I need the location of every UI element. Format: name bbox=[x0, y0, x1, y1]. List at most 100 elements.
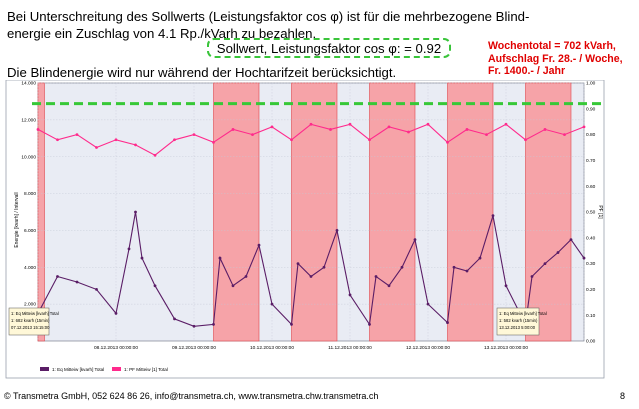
pf-point bbox=[543, 128, 547, 131]
y-tick-label: 8.000 bbox=[24, 191, 36, 197]
y2-tick-label: 0.50 bbox=[586, 210, 596, 216]
energy-point bbox=[413, 238, 417, 242]
energy-point bbox=[446, 321, 449, 324]
pf-point bbox=[407, 130, 410, 134]
energy-point bbox=[114, 311, 118, 315]
pf-point bbox=[173, 138, 176, 142]
y-axis-ticks: 2.000 4.000 6.000 8.000 10.000 12.000 14.000 bbox=[21, 81, 36, 308]
y2-tick-label: 0.90 bbox=[586, 106, 596, 112]
pf-point bbox=[231, 128, 235, 131]
weekly-surcharge-line: Aufschlag Fr. 28.- / Woche, bbox=[488, 52, 623, 65]
energy-point bbox=[374, 275, 378, 278]
energy-point bbox=[478, 256, 482, 260]
x-tick-label: 10.12.2013 00:00:00 bbox=[250, 345, 294, 351]
pf-point bbox=[212, 140, 215, 144]
tooltip-right: 1: Eq Mitteiw [kvarh] Total 1: 582 kvarh… bbox=[496, 307, 547, 336]
hightariff-band bbox=[447, 82, 494, 342]
energy-point bbox=[530, 275, 534, 278]
tooltip-left-line-3: 07.12.2013 15:15:00 bbox=[11, 325, 50, 330]
y-tick-label: 4.000 bbox=[24, 265, 36, 271]
y2-tick-label: 0.30 bbox=[586, 261, 596, 267]
pf-point bbox=[563, 133, 566, 136]
energy-point bbox=[582, 256, 586, 260]
energy-point bbox=[465, 269, 469, 273]
energy-point bbox=[56, 275, 59, 278]
energy-point bbox=[75, 280, 79, 284]
tooltip-right-line-1: 1: Eq Mitteiw [kvarh] Total bbox=[499, 311, 547, 316]
energy-point bbox=[134, 210, 137, 214]
y2-tick-label: 1.00 bbox=[586, 81, 596, 87]
energy-point bbox=[491, 214, 495, 218]
y-tick-label: 2.000 bbox=[24, 302, 36, 308]
pf-point bbox=[75, 133, 79, 136]
pf-point bbox=[134, 143, 137, 147]
series-layer bbox=[36, 122, 586, 328]
pf-point bbox=[290, 138, 293, 142]
tooltip-left: 1: Eq Mitteiw [kvarh] Total 1: 682 kvarh… bbox=[8, 307, 59, 336]
energy-point bbox=[322, 265, 326, 269]
x-tick-label: 13.12.2013 00:00:00 bbox=[484, 345, 528, 351]
y2-tick-label: 0.40 bbox=[586, 235, 596, 241]
yearly-surcharge-line: Fr. 1400.- / Jahr bbox=[488, 65, 566, 77]
x-tick-label: 11.12.2013 00:00:00 bbox=[328, 345, 372, 351]
tooltip-left-line-2: 1: 682 kvarh (15min) bbox=[11, 318, 50, 323]
hightariff-band bbox=[369, 82, 416, 342]
energy-point bbox=[569, 238, 573, 242]
pf-point bbox=[368, 138, 371, 142]
y2-axis-label: PF [1] bbox=[597, 205, 603, 219]
tariff-note: Die Blindenergie wird nur während der Ho… bbox=[7, 65, 397, 80]
legend-label-energy: 1: Eq Mitteiw [kvarh] Total bbox=[52, 367, 104, 372]
pf-point bbox=[251, 133, 254, 136]
pf-point bbox=[309, 122, 313, 126]
y-tick-label: 6.000 bbox=[24, 228, 36, 234]
pf-point bbox=[387, 125, 391, 129]
pf-point bbox=[56, 138, 59, 142]
threshold-callout: Sollwert, Leistungsfaktor cos φ: = 0.92 bbox=[207, 38, 451, 58]
pf-point bbox=[504, 122, 508, 126]
energy-point bbox=[556, 251, 560, 254]
energy-point bbox=[290, 323, 293, 326]
page-number: 8 bbox=[620, 391, 626, 401]
energy-point bbox=[335, 229, 339, 232]
tooltip-right-line-2: 1: 582 kvarh (15min) bbox=[499, 318, 538, 323]
energy-pf-chart: 2.000 4.000 6.000 8.000 10.000 12.000 14.000 0… bbox=[5, 80, 605, 379]
energy-point bbox=[270, 302, 274, 306]
y-tick-label: 14.000 bbox=[21, 81, 36, 87]
y-axis-label: Energie [kvarh] / Intervall bbox=[14, 192, 20, 247]
energy-point bbox=[504, 284, 508, 288]
pf-point bbox=[524, 138, 527, 142]
y2-tick-label: 0.70 bbox=[586, 158, 596, 164]
legend-swatch-energy bbox=[40, 367, 49, 371]
legend: 1: Eq Mitteiw [kvarh] Total 1: PF Mittei… bbox=[40, 367, 168, 372]
tooltip-left-box bbox=[8, 307, 50, 336]
x-tick-label: 08.12.2013 00:00:00 bbox=[94, 345, 138, 351]
energy-point bbox=[543, 262, 547, 265]
energy-point bbox=[218, 256, 222, 260]
x-tick-label: 09.12.2013 00:00:00 bbox=[172, 345, 216, 351]
pf-point bbox=[36, 128, 40, 131]
energy-point bbox=[192, 324, 196, 328]
energy-point bbox=[173, 317, 176, 321]
y2-tick-label: 0.60 bbox=[586, 184, 596, 190]
pf-point bbox=[192, 133, 196, 136]
x-tick-label: 12.12.2013 00:00:00 bbox=[406, 345, 450, 351]
y2-tick-label: 0.80 bbox=[586, 132, 596, 138]
energy-point bbox=[127, 247, 131, 251]
pf-point bbox=[485, 133, 488, 136]
tooltip-right-box bbox=[496, 307, 540, 336]
y-tick-label: 10.000 bbox=[21, 154, 36, 160]
hightariff-band bbox=[525, 82, 572, 342]
pf-point bbox=[465, 128, 469, 131]
x-axis-ticks: 08.12.2013 00:00:00 09.12.2013 00:00:00 10… bbox=[94, 345, 528, 351]
intro-text: Bei Unterschreitung des Sollwerts (Leist… bbox=[7, 9, 530, 41]
pf-point bbox=[114, 138, 118, 142]
pf-point bbox=[329, 128, 332, 131]
energy-point bbox=[348, 293, 352, 297]
energy-point bbox=[400, 265, 404, 269]
footer-text: © Transmetra GmbH, 052 624 86 26, info@t… bbox=[4, 391, 379, 401]
y2-tick-label: 0.00 bbox=[586, 339, 596, 345]
hightariff-band bbox=[291, 82, 338, 342]
energy-point bbox=[95, 288, 98, 291]
pf-point bbox=[426, 122, 430, 126]
weekly-total-line: Wochentotal = 702 kVarh, bbox=[488, 40, 616, 52]
